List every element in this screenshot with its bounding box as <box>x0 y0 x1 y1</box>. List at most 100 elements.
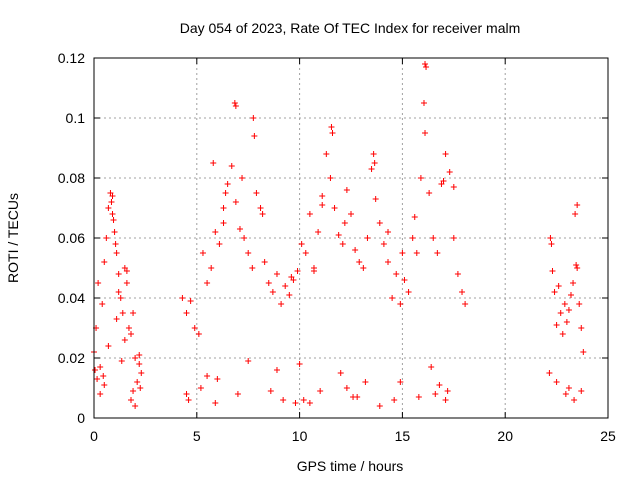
chart-title: Day 054 of 2023, Rate Of TEC Index for r… <box>180 20 521 36</box>
data-point <box>101 259 108 265</box>
data-point <box>409 235 416 241</box>
data-point <box>118 358 125 364</box>
data-point <box>450 184 457 190</box>
data-point <box>350 394 357 400</box>
data-point <box>547 235 554 241</box>
data-point <box>302 250 309 256</box>
data-point <box>204 280 211 286</box>
data-point <box>371 160 378 166</box>
data-point <box>578 325 585 331</box>
data-point <box>212 229 219 235</box>
y-tick-label: 0.02 <box>58 350 85 366</box>
data-point <box>372 196 379 202</box>
x-tick-label: 15 <box>395 428 411 444</box>
data-point <box>210 160 217 166</box>
data-point <box>385 229 392 235</box>
data-point <box>280 397 287 403</box>
data-point <box>442 151 449 157</box>
data-point <box>95 280 102 286</box>
data-point <box>360 265 367 271</box>
data-point <box>339 241 346 247</box>
data-point <box>214 376 221 382</box>
data-point <box>236 226 243 232</box>
y-axis-label: ROTI / TECUs <box>5 193 21 283</box>
data-point <box>132 403 139 409</box>
data-point <box>300 397 307 403</box>
data-point <box>298 241 305 247</box>
y-tick-label: 0.06 <box>58 230 85 246</box>
data-point <box>444 388 451 394</box>
data-point <box>440 178 447 184</box>
data-point <box>204 373 211 379</box>
data-point <box>97 391 104 397</box>
data-point <box>426 190 433 196</box>
data-point <box>422 130 429 136</box>
data-point <box>288 274 295 280</box>
y-tick-label: 0.1 <box>66 110 86 126</box>
data-point <box>450 235 457 241</box>
data-point <box>216 241 223 247</box>
data-point <box>546 370 553 376</box>
data-point <box>563 319 570 325</box>
data-point <box>197 385 204 391</box>
data-points <box>91 61 587 409</box>
data-point <box>315 229 322 235</box>
data-point <box>393 271 400 277</box>
data-point <box>430 235 437 241</box>
data-point <box>103 235 110 241</box>
data-point <box>208 265 215 271</box>
data-point <box>130 310 137 316</box>
data-point <box>415 394 422 400</box>
data-point <box>234 391 241 397</box>
data-point <box>319 193 326 199</box>
data-point <box>432 391 439 397</box>
data-point <box>224 181 231 187</box>
data-point <box>559 331 566 337</box>
data-point <box>446 169 453 175</box>
data-point <box>128 331 135 337</box>
y-tick-label: 0 <box>77 410 85 426</box>
data-point <box>125 325 132 331</box>
data-point <box>138 370 145 376</box>
data-point <box>251 133 258 139</box>
data-point <box>115 289 122 295</box>
data-point <box>110 217 117 223</box>
data-point <box>328 124 335 130</box>
data-point <box>273 367 280 373</box>
data-point <box>413 250 420 256</box>
data-point <box>134 379 141 385</box>
data-point <box>399 250 406 256</box>
data-point <box>245 358 252 364</box>
data-point <box>105 343 112 349</box>
data-point <box>370 151 377 157</box>
data-point <box>310 268 317 274</box>
data-point <box>565 385 572 391</box>
data-point <box>199 250 206 256</box>
data-point <box>578 388 585 394</box>
data-point <box>401 277 408 283</box>
data-point <box>282 283 289 289</box>
data-point <box>195 331 202 337</box>
data-point <box>553 322 560 328</box>
data-point <box>294 268 301 274</box>
data-point <box>572 211 579 217</box>
data-point <box>113 250 120 256</box>
data-point <box>109 193 116 199</box>
y-tick-label: 0.04 <box>58 290 85 306</box>
data-point <box>212 400 219 406</box>
data-point <box>553 379 560 385</box>
data-point <box>306 211 313 217</box>
data-point <box>105 205 112 211</box>
data-point <box>364 235 371 241</box>
grid-lines <box>94 58 608 418</box>
data-point <box>267 388 274 394</box>
data-point <box>343 187 350 193</box>
data-point <box>574 265 581 271</box>
data-point <box>265 280 272 286</box>
data-point <box>319 202 326 208</box>
data-point <box>220 205 227 211</box>
data-point <box>222 190 229 196</box>
data-point <box>376 220 383 226</box>
data-point <box>183 310 190 316</box>
data-point <box>549 268 556 274</box>
